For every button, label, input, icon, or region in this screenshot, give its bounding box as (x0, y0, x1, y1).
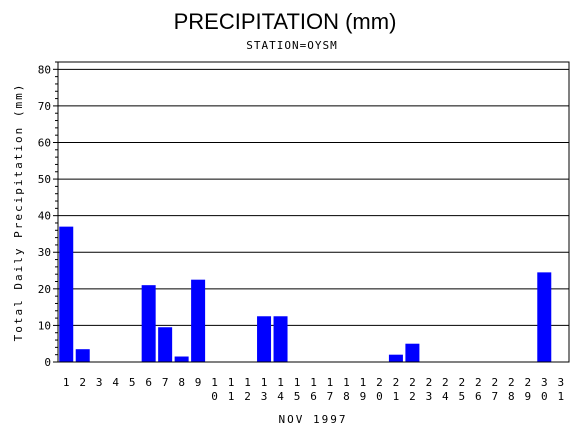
y-tick-label-30: 30 (38, 246, 51, 259)
bars (59, 226, 552, 362)
x-tick-label-5: 5 (129, 376, 136, 389)
y-axis-ticks: 0 10 20 30 40 50 60 70 80 (38, 61, 58, 369)
y-tick-label-60: 60 (38, 136, 51, 149)
chart-title: PRECIPITATION (mm) (174, 9, 397, 34)
y-tick-label-80: 80 (38, 63, 51, 76)
x-tick-label-1: 1 (63, 376, 70, 389)
x-tick-label-9: 9 (195, 376, 202, 389)
bar-day-6 (141, 285, 156, 362)
gridlines (58, 68, 569, 326)
bar-day-30 (537, 272, 552, 362)
x-tick-label-4: 4 (112, 376, 119, 389)
bar-day-1 (59, 226, 74, 362)
y-tick-label-10: 10 (38, 319, 51, 332)
y-tick-label-70: 70 (38, 100, 51, 113)
y-tick-label-40: 40 (38, 210, 51, 223)
x-tick-label-7: 7 (162, 376, 169, 389)
bar-day-21 (388, 354, 403, 362)
chart-subtitle: STATION=OYSM (246, 39, 337, 52)
x-tick-label-6: 6 (145, 376, 152, 389)
y-tick-label-0: 0 (44, 356, 51, 369)
y-tick-label-50: 50 (38, 173, 51, 186)
bar-day-2 (75, 349, 90, 362)
bar-day-14 (273, 316, 288, 362)
y-axis-label: Total Daily Precipitation (mm) (12, 83, 25, 342)
bar-day-7 (158, 327, 173, 362)
x-axis-label: NOV 1997 (279, 413, 348, 426)
x-tick-label-8: 8 (178, 376, 185, 389)
x-axis-ticks: 1 2 3 4 5 6 7 8 9 1 01 11 21 31 41 51 61 71 81 92 02 12 22 32 42… (63, 376, 564, 403)
bar-day-13 (257, 316, 272, 362)
bar-day-22 (405, 343, 420, 362)
plot-frame (57, 61, 570, 363)
bar-day-9 (191, 279, 206, 362)
y-tick-label-20: 20 (38, 283, 51, 296)
bar-day-8 (174, 356, 189, 362)
x-tick-label-2: 2 (79, 376, 86, 389)
x-tick-label-3: 3 (96, 376, 103, 389)
